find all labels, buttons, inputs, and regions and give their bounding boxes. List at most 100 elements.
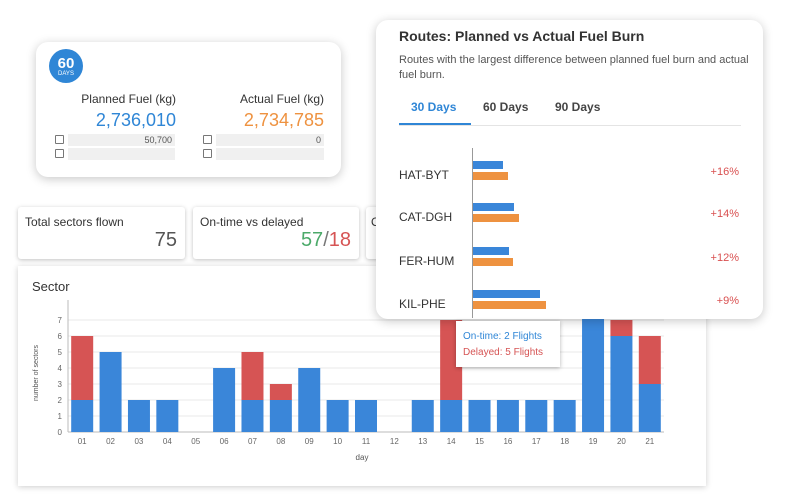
bar-on-time [468, 400, 491, 432]
bar-on-time [71, 400, 94, 432]
planned-row-2 [68, 148, 175, 160]
chart-icon [203, 149, 212, 158]
ontime-count: 57 [300, 229, 324, 251]
ratio-separator: / [323, 229, 329, 251]
bar-on-time [213, 368, 236, 432]
x-tick-label: 18 [560, 437, 569, 446]
tab-30-days[interactable]: 30 Days [411, 100, 457, 114]
ontime-vs-delayed-card: On-time vs delayed 57/18 [193, 207, 359, 259]
route-difference-percent: +12% [710, 252, 739, 264]
days-badge-unit: DAYS [58, 71, 74, 77]
x-tick-label: 05 [191, 437, 200, 446]
planned-fuel-column: Planned Fuel (kg) 2,736,010 [51, 92, 176, 131]
x-axis-title: day [356, 453, 369, 462]
y-tick-label: 7 [58, 316, 63, 325]
x-tick-label: 20 [617, 437, 626, 446]
y-tick-label: 1 [58, 412, 63, 421]
route-actual-bar [473, 214, 519, 222]
delayed-count: 18 [328, 229, 351, 251]
bar-on-time [355, 400, 377, 432]
bar-on-time [525, 400, 548, 432]
calendar-icon [203, 135, 212, 144]
sector-chart-title: Sector [32, 279, 70, 294]
routes-fuel-burn-card: Routes: Planned vs Actual Fuel Burn Rout… [376, 20, 763, 319]
tab-60-days[interactable]: 60 Days [483, 100, 529, 114]
x-tick-label: 08 [276, 437, 285, 446]
bar-delayed [71, 336, 94, 400]
bar-delayed [241, 352, 264, 400]
actual-fuel-column: Actual Fuel (kg) 2,734,785 [199, 92, 324, 131]
tab-90-days[interactable]: 90 Days [555, 100, 601, 114]
route-label: KIL-PHE [399, 297, 446, 311]
x-tick-label: 03 [134, 437, 143, 446]
bar-on-time [638, 384, 661, 432]
tooltip-delayed: Delayed: 5 Flights [463, 347, 544, 358]
route-planned-bar [473, 203, 514, 211]
route-planned-bar [473, 247, 509, 255]
route-difference-percent: +14% [710, 208, 739, 220]
bar-on-time [269, 400, 292, 432]
planned-fuel-value: 2,736,010 [95, 110, 176, 130]
actual-fuel-label: Actual Fuel (kg) [239, 92, 324, 106]
y-tick-label: 0 [58, 428, 63, 437]
days-badge-number: 60 [57, 55, 75, 72]
route-actual-bar [473, 172, 508, 180]
bar-on-time [553, 400, 576, 432]
bar-on-time [411, 400, 434, 432]
x-tick-label: 17 [532, 437, 541, 446]
x-tick-label: 04 [163, 437, 172, 446]
x-tick-label: 13 [418, 437, 427, 446]
active-tab-indicator [399, 123, 471, 125]
bar-on-time [496, 400, 519, 432]
total-sectors-card: Total sectors flown 75 [18, 207, 185, 259]
bar-on-time [99, 352, 122, 432]
bar-on-time [326, 400, 349, 432]
route-planned-bar [473, 161, 503, 169]
x-tick-label: 12 [390, 437, 399, 446]
calendar-icon [55, 135, 64, 144]
bar-delayed [610, 320, 633, 336]
bar-on-time [610, 336, 633, 432]
bar-on-time [127, 400, 150, 432]
x-tick-label: 15 [475, 437, 484, 446]
tooltip-ontime: On-time: 2 Flights [463, 331, 542, 342]
third-stat-label: O [371, 215, 380, 229]
route-actual-bar [473, 301, 546, 309]
x-tick-label: 09 [305, 437, 314, 446]
x-tick-label: 07 [248, 437, 257, 446]
y-tick-label: 2 [58, 396, 63, 405]
route-planned-bar [473, 290, 540, 298]
ontime-vs-delayed-label: On-time vs delayed [200, 215, 304, 229]
actual-row-1: 0 [216, 134, 324, 146]
x-tick-label: 14 [447, 437, 456, 446]
route-actual-bar [473, 258, 513, 266]
x-tick-label: 02 [106, 437, 115, 446]
routes-subtitle: Routes with the largest difference betwe… [399, 54, 749, 81]
x-tick-label: 10 [333, 437, 342, 446]
tab-divider [399, 125, 741, 126]
routes-title: Routes: Planned vs Actual Fuel Burn [399, 28, 645, 44]
total-sectors-value: 75 [154, 229, 177, 251]
x-tick-label: 21 [645, 437, 654, 446]
x-tick-label: 01 [78, 437, 87, 446]
route-label: HAT-BYT [399, 168, 449, 182]
bar-delayed [269, 384, 292, 400]
fuel-summary-card: 60 DAYS Planned Fuel (kg) 2,736,010 Actu… [36, 42, 341, 177]
x-tick-label: 11 [362, 437, 371, 446]
total-sectors-label: Total sectors flown [25, 215, 124, 229]
days-badge: 60 DAYS [49, 49, 83, 83]
route-axis-line [472, 148, 473, 318]
ontime-vs-delayed-value: 57/18 [301, 229, 351, 252]
route-difference-percent: +9% [716, 295, 739, 307]
route-difference-percent: +16% [710, 166, 739, 178]
chart-tooltip: On-time: 2 Flights Delayed: 5 Flights [456, 321, 560, 367]
bar-on-time [440, 400, 463, 432]
planned-row-1: 50,700 [68, 134, 175, 146]
y-tick-label: 3 [58, 380, 63, 389]
route-label: FER-HUM [399, 254, 455, 268]
y-tick-label: 6 [58, 332, 63, 341]
x-tick-label: 16 [503, 437, 512, 446]
planned-fuel-label: Planned Fuel (kg) [81, 92, 176, 106]
x-tick-label: 06 [220, 437, 229, 446]
